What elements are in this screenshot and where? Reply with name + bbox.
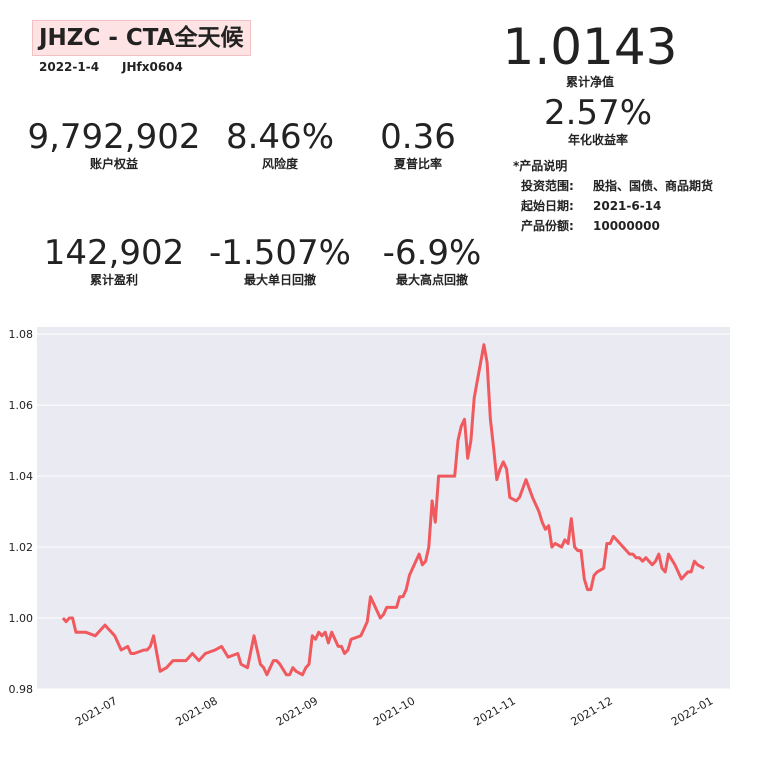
x-tick-label: 2021-09 xyxy=(274,694,320,728)
product-info-row: 投资范围: 股指、国债、商品期货 xyxy=(521,176,713,196)
max-drawdown-value: -6.9% xyxy=(382,233,482,273)
grid-lines xyxy=(37,333,730,690)
max-daily-drawdown-metric: -1.507% 最大单日回撤 xyxy=(190,234,370,288)
max-daily-drawdown-label: 最大单日回撤 xyxy=(243,273,316,287)
equity-value: 9,792,902 xyxy=(27,117,201,157)
annual-return-value: 2.57% xyxy=(543,93,652,133)
y-tick-label: 0.98 xyxy=(9,683,34,696)
account-id: JHfx0604 xyxy=(122,60,183,74)
plot-area xyxy=(37,327,730,689)
product-info-key: 产品份额: xyxy=(521,219,574,233)
annual-return-metric: 2.57% 年化收益率 xyxy=(508,94,688,148)
product-info-value: 2021-6-14 xyxy=(593,199,662,213)
report-date: 2022-1-4 xyxy=(39,60,100,74)
sharpe-value: 0.36 xyxy=(380,117,456,157)
risk-label: 风险度 xyxy=(261,157,298,171)
profit-metric: 142,902 累计盈利 xyxy=(24,234,204,288)
annual-return-label: 年化收益率 xyxy=(567,133,628,147)
risk-metric: 8.46% 风险度 xyxy=(190,118,370,172)
max-daily-drawdown-value: -1.507% xyxy=(209,233,351,273)
x-tick-label: 2021-08 xyxy=(174,694,220,728)
y-axis: 0.98 1.00 1.02 1.04 1.06 1.08 xyxy=(9,328,34,696)
nav-label: 累计净值 xyxy=(565,75,614,89)
nav-series-line xyxy=(61,343,705,677)
risk-value: 8.46% xyxy=(225,117,334,157)
x-tick-label: 2021-10 xyxy=(371,694,417,728)
product-info-key: 起始日期: xyxy=(521,199,574,213)
max-drawdown-label: 最大高点回撤 xyxy=(395,273,468,287)
y-tick-label: 1.04 xyxy=(9,470,34,483)
equity-metric: 9,792,902 账户权益 xyxy=(24,118,204,172)
product-info-value: 股指、国债、商品期货 xyxy=(593,179,714,193)
product-info-row: 产品份额: 10000000 xyxy=(521,216,713,236)
x-tick-label: 2021-07 xyxy=(73,694,119,728)
x-tick-label: 2021-11 xyxy=(471,694,517,728)
profit-value: 142,902 xyxy=(43,233,185,273)
y-tick-label: 1.06 xyxy=(9,399,34,412)
max-drawdown-metric: -6.9% 最大高点回撤 xyxy=(342,234,522,288)
sharpe-metric: 0.36 夏普比率 xyxy=(328,118,508,172)
x-axis: 2021-07 2021-08 2021-09 2021-10 2021-11 2021-… xyxy=(73,694,715,728)
product-info: *产品说明 投资范围: 股指、国债、商品期货 起始日期: 2021-6-14 产品份… xyxy=(513,156,713,236)
product-info-value: 10000000 xyxy=(593,219,660,233)
product-info-row: 起始日期: 2021-6-14 xyxy=(521,196,713,216)
sharpe-label: 夏普比率 xyxy=(393,157,442,171)
y-tick-label: 1.00 xyxy=(9,612,34,625)
x-tick-label: 2021-12 xyxy=(569,694,615,728)
y-tick-label: 1.08 xyxy=(9,328,34,341)
x-tick-label: 2022-01 xyxy=(669,694,715,728)
product-title: JHZC - CTA全天候 xyxy=(32,20,251,56)
profit-label: 累计盈利 xyxy=(89,273,138,287)
nav-value: 1.0143 xyxy=(502,18,678,76)
product-info-heading: *产品说明 xyxy=(513,159,568,173)
product-info-key: 投资范围: xyxy=(521,179,574,193)
nav-metric: 1.0143 累计净值 xyxy=(500,20,680,90)
equity-label: 账户权益 xyxy=(89,157,138,171)
y-tick-label: 1.02 xyxy=(9,541,34,554)
